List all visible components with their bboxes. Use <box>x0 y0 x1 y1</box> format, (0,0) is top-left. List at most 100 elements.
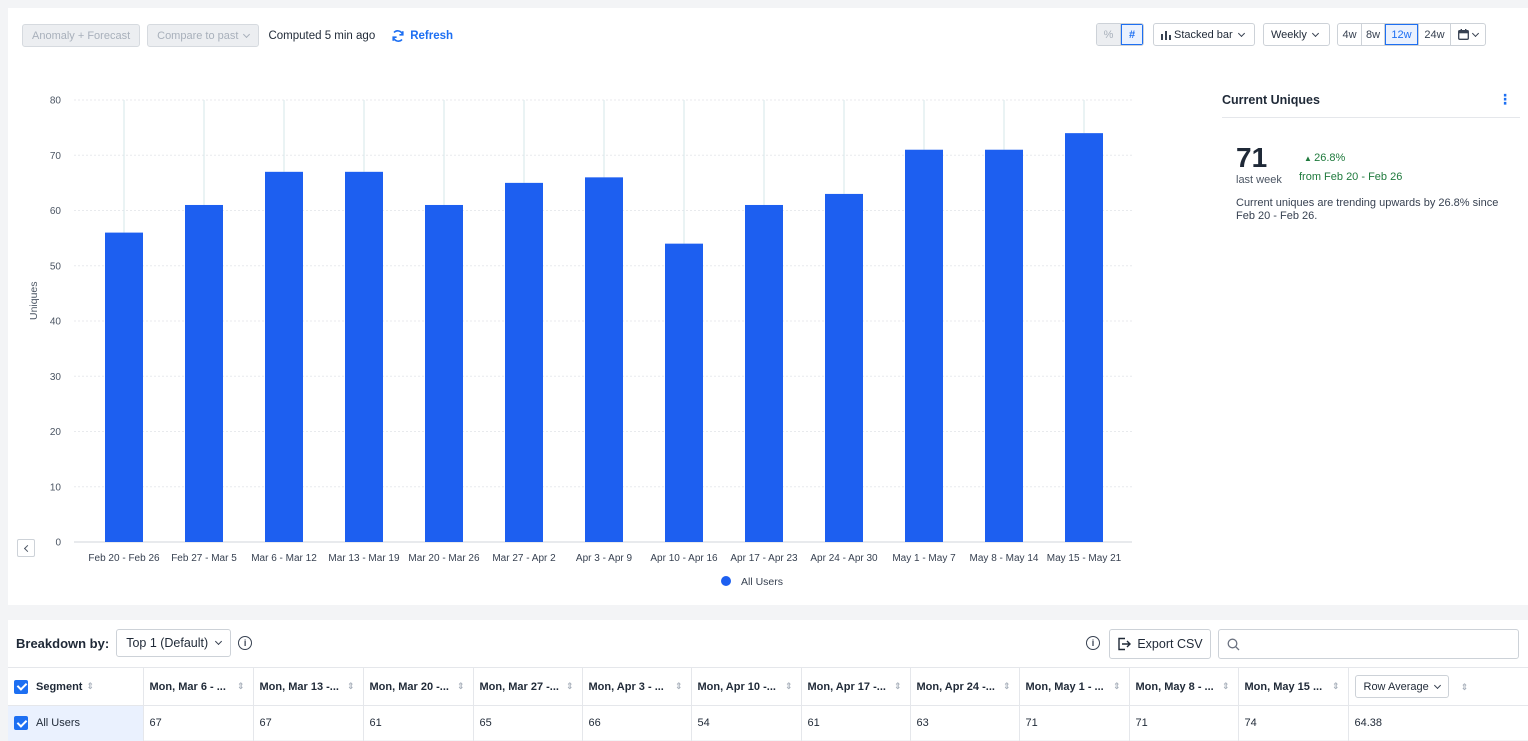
range-4w[interactable]: 4w <box>1338 24 1362 45</box>
bar <box>745 204 783 542</box>
sort-icon[interactable]: ⇕ <box>236 681 245 691</box>
x-tick-label: May 8 - May 14 <box>970 553 1039 564</box>
bar <box>265 171 303 542</box>
chevron-left-icon <box>23 544 32 552</box>
chevron-down-icon <box>1471 29 1480 37</box>
chevron-down-icon <box>1433 681 1441 689</box>
y-tick-label: 60 <box>50 206 62 217</box>
bar <box>905 149 943 542</box>
calendar-icon <box>1458 29 1469 40</box>
search-input[interactable] <box>1218 629 1519 659</box>
sort-icon[interactable]: ⇕ <box>674 681 683 691</box>
row-checkbox[interactable] <box>14 716 28 731</box>
column-header[interactable]: Mon, Mar 6 - ... ⇕ <box>143 667 254 706</box>
range-8w[interactable]: 8w <box>1362 24 1385 45</box>
table-cell: 65 <box>473 705 583 741</box>
summary-change: ▲ 26.8% <box>1304 152 1345 164</box>
row-average-dropdown[interactable]: Row Average <box>1354 675 1449 698</box>
trend-up-icon: ▲ <box>1304 154 1315 163</box>
interval-dropdown[interactable]: Weekly <box>1263 23 1330 46</box>
info-icon[interactable]: i <box>238 636 253 650</box>
compare-to-past-label: Compare to past <box>157 29 239 42</box>
column-header-label: Mon, Apr 24 -... <box>916 680 995 693</box>
summary-change-from: from Feb 20 - Feb 26 <box>1299 171 1403 183</box>
export-icon <box>1118 637 1132 651</box>
number-toggle[interactable]: # <box>1121 24 1143 45</box>
sort-icon[interactable]: ⇕ <box>1221 681 1230 691</box>
table-cell: 74 <box>1238 705 1349 741</box>
sort-icon[interactable]: ⇕ <box>565 681 574 691</box>
column-header-label: Mon, Mar 20 -... <box>369 680 449 693</box>
row-average-cell: 64.38 <box>1354 717 1383 730</box>
breakdown-selected: Top 1 (Default) <box>126 636 209 650</box>
column-header[interactable]: Mon, Apr 3 - ... ⇕ <box>582 667 692 706</box>
y-tick-label: 80 <box>50 96 62 107</box>
table-header-row: Segment ⇕ Mon, Mar 6 - ... ⇕ Mon, Mar 13 -… <box>8 667 1528 706</box>
segment-cell[interactable]: All Users <box>8 705 144 741</box>
info-icon[interactable]: i <box>1086 636 1100 650</box>
column-header[interactable]: Mon, Mar 27 -... ⇕ <box>473 667 583 706</box>
export-csv-button[interactable]: Export CSV <box>1109 629 1211 659</box>
collapse-sidebar-button[interactable] <box>17 539 35 557</box>
summary-title-row: Current Uniques ⋮ <box>1222 82 1520 118</box>
anomaly-forecast-button[interactable]: Anomaly + Forecast <box>22 24 141 47</box>
date-picker-button[interactable] <box>1451 24 1485 45</box>
more-options-icon[interactable]: ⋮ <box>1498 91 1512 107</box>
column-header[interactable]: Mon, Apr 24 -... ⇕ <box>910 667 1020 706</box>
chart-type-label: Stacked bar <box>1174 28 1233 41</box>
x-tick-label: May 1 - May 7 <box>892 553 956 564</box>
compare-to-past-button[interactable]: Compare to past <box>147 24 260 47</box>
sort-icon[interactable]: ⇕ <box>893 681 902 691</box>
sort-icon[interactable]: ⇕ <box>1112 681 1121 691</box>
column-header-label: Mon, Apr 3 - ... <box>588 680 664 693</box>
sort-icon[interactable]: ⇕ <box>1331 681 1340 691</box>
column-header-label: Mon, May 1 - ... <box>1025 680 1104 693</box>
y-tick-label: 70 <box>50 151 62 162</box>
table-cell: 67 <box>253 705 364 741</box>
x-tick-label: Feb 20 - Feb 26 <box>88 553 160 564</box>
chart-type-dropdown[interactable]: Stacked bar <box>1153 23 1255 46</box>
sort-icon[interactable]: ⇕ <box>346 681 355 691</box>
breakdown-dropdown[interactable]: Top 1 (Default) <box>116 629 232 657</box>
table-cell: 71 <box>1019 705 1130 741</box>
select-all-checkbox[interactable] <box>14 679 28 694</box>
column-header[interactable]: Mon, May 1 - ... ⇕ <box>1019 667 1130 706</box>
range-24w[interactable]: 24w <box>1419 24 1451 45</box>
y-tick-label: 0 <box>55 538 61 549</box>
refresh-button[interactable]: Refresh <box>391 29 453 43</box>
chart-panel: Anomaly + Forecast Compare to past Compu… <box>8 8 1528 605</box>
column-header[interactable]: Mon, May 15 ... ⇕ <box>1238 667 1349 706</box>
column-header-label: Mon, Mar 27 -... <box>479 680 559 693</box>
column-header[interactable]: Mon, May 8 - ... ⇕ <box>1129 667 1239 706</box>
table-row: All Users 67 67 61 65 66 54 61 63 71 71 … <box>8 705 1528 741</box>
y-tick-label: 30 <box>50 372 62 383</box>
segment-header-label: Segment <box>36 680 83 693</box>
sort-icon[interactable]: ⇕ <box>784 681 793 691</box>
percent-toggle[interactable]: % <box>1097 24 1121 45</box>
interval-label: Weekly <box>1271 28 1307 41</box>
range-selector: 4w 8w 12w 24w <box>1337 23 1486 46</box>
summary-card: Current Uniques ⋮ 71 last week ▲ 26.8% f… <box>1222 82 1520 222</box>
column-header[interactable]: Mon, Apr 17 -... ⇕ <box>801 667 911 706</box>
y-tick-label: 40 <box>50 317 62 328</box>
bar <box>985 149 1023 542</box>
summary-value-sub: last week <box>1236 174 1282 186</box>
table-cell: 67 <box>143 705 254 741</box>
sort-icon[interactable]: ⇕ <box>1460 681 1469 692</box>
sort-icon[interactable]: ⇕ <box>456 681 465 691</box>
column-header[interactable]: Mon, Apr 10 -... ⇕ <box>691 667 802 706</box>
sort-icon[interactable]: ⇕ <box>1002 681 1011 691</box>
column-header[interactable]: Mon, Mar 20 -... ⇕ <box>363 667 474 706</box>
computed-status: Computed 5 min ago <box>268 29 376 42</box>
column-header-label: Mon, May 15 ... <box>1244 680 1323 693</box>
sort-icon[interactable]: ⇕ <box>86 681 95 692</box>
column-header-label: Mon, Apr 17 -... <box>807 680 886 693</box>
stacked-bar-icon <box>1161 30 1171 40</box>
bar <box>1065 133 1103 542</box>
bar <box>505 182 543 542</box>
summary-title: Current Uniques <box>1222 92 1320 107</box>
y-tick-label: 10 <box>50 482 62 493</box>
segment-header[interactable]: Segment ⇕ <box>8 667 144 706</box>
range-12w[interactable]: 12w <box>1385 24 1419 45</box>
column-header[interactable]: Mon, Mar 13 -... ⇕ <box>253 667 364 706</box>
